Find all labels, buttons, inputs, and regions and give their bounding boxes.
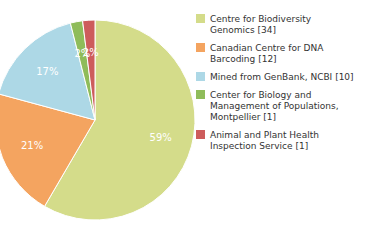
chart: 59%21%17%2%2%Centre for BiodiversityGeno… [0,0,380,240]
legend-label: Center for Biology andManagement of Popu… [210,90,339,122]
legend-swatch [196,14,205,23]
data-label: 59% [150,132,172,143]
legend-label-line: Canadian Centre for DNA [210,43,324,53]
legend-label-line: Center for Biology and [210,90,311,100]
legend-item: Canadian Centre for DNABarcoding [12] [196,43,324,64]
legend-label-line: Montpellier [1] [210,112,276,122]
legend-swatch [196,72,205,81]
legend-item: Center for Biology andManagement of Popu… [196,90,339,122]
legend-label-line: Inspection Service [1] [210,141,308,151]
legend-swatch [196,90,205,99]
data-label: 2% [83,47,99,58]
legend-label-line: Mined from GenBank, NCBI [10] [210,72,354,82]
data-label: 21% [21,140,43,151]
legend-item: Mined from GenBank, NCBI [10] [196,72,354,82]
legend-label-line: Management of Populations, [210,101,339,111]
pie: 59%21%17%2%2% [0,20,195,220]
legend: Centre for BiodiversityGenomics [34] Cana… [196,14,354,151]
legend-label-line: Genomics [34] [210,25,276,35]
legend-item: Animal and Plant HealthInspection Servic… [196,130,319,151]
legend-label: Centre for BiodiversityGenomics [34] [210,14,312,35]
legend-label: Canadian Centre for DNABarcoding [12] [210,43,324,64]
data-label: 17% [36,66,58,77]
legend-label: Mined from GenBank, NCBI [10] [210,72,354,82]
pie-slice [83,20,95,120]
pie-slice [70,21,95,120]
legend-item: Centre for BiodiversityGenomics [34] [196,14,312,35]
legend-label-line: Barcoding [12] [210,54,277,64]
legend-label: Animal and Plant HealthInspection Servic… [210,130,319,151]
legend-swatch [196,130,205,139]
legend-label-line: Centre for Biodiversity [210,14,312,24]
legend-label-line: Animal and Plant Health [210,130,319,140]
legend-swatch [196,43,205,52]
